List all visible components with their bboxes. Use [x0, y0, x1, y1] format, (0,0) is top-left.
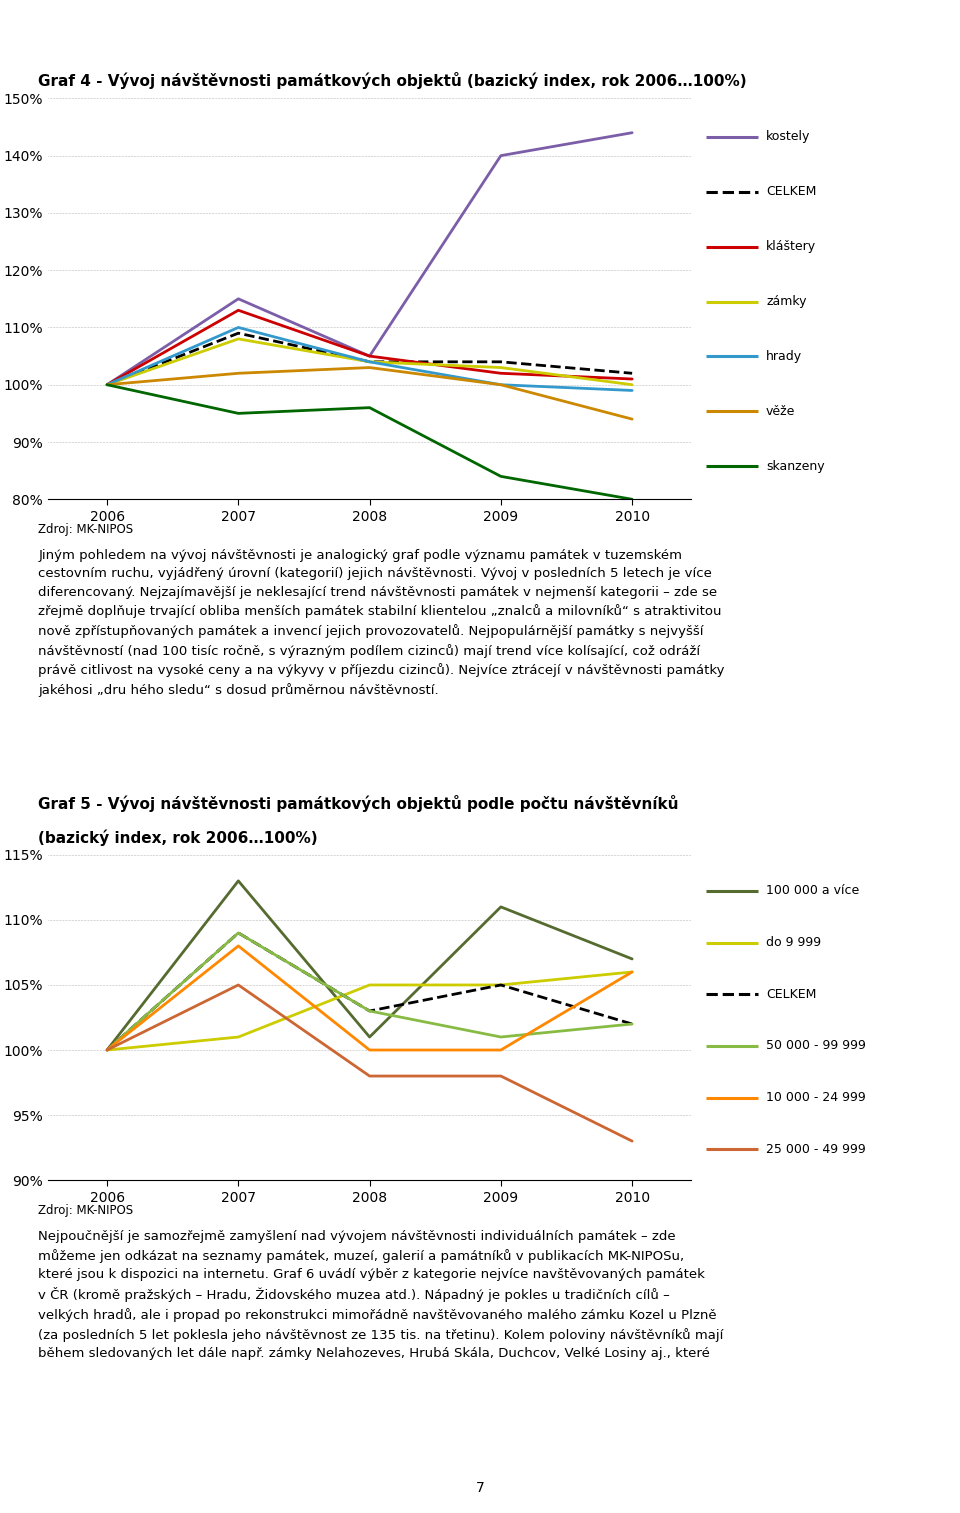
Text: CELKEM: CELKEM	[766, 185, 816, 198]
Text: 25 000 - 49 999: 25 000 - 49 999	[766, 1142, 866, 1156]
Text: věže: věže	[766, 405, 796, 418]
Text: 100 000 a více: 100 000 a více	[766, 885, 859, 897]
Text: kostely: kostely	[766, 130, 810, 144]
Text: 50 000 - 99 999: 50 000 - 99 999	[766, 1039, 866, 1053]
Text: (bazický index, rok 2006…100%): (bazický index, rok 2006…100%)	[38, 829, 318, 846]
Text: hrady: hrady	[766, 350, 803, 363]
Text: CELKEM: CELKEM	[766, 988, 816, 1000]
Text: skanzeny: skanzeny	[766, 460, 825, 474]
Text: Zdroj: MK-NIPOS: Zdroj: MK-NIPOS	[38, 1204, 133, 1218]
Text: 7: 7	[475, 1481, 485, 1495]
Text: Zdroj: MK-NIPOS: Zdroj: MK-NIPOS	[38, 523, 133, 537]
Text: 10 000 - 24 999: 10 000 - 24 999	[766, 1091, 866, 1104]
Text: Graf 5 - Vývoj návštěvnosti památkových objektů podle počtu návštěvníků: Graf 5 - Vývoj návštěvnosti památkových …	[38, 796, 679, 812]
Text: Nejpoučnější je samozřejmě zamyšlení nad vývojem návštěvnosti individuálních pam: Nejpoučnější je samozřejmě zamyšlení nad…	[38, 1230, 724, 1360]
Text: zámky: zámky	[766, 295, 806, 309]
Text: Graf 4 - Vývoj návštěvnosti památkových objektů (bazický index, rok 2006…100%): Graf 4 - Vývoj návštěvnosti památkových …	[38, 73, 747, 89]
Text: Jiným pohledem na vývoj návštěvnosti je analogický graf podle významu památek v : Jiným pohledem na vývoj návštěvnosti je …	[38, 549, 725, 697]
Text: kláštery: kláštery	[766, 241, 816, 253]
Text: do 9 999: do 9 999	[766, 937, 821, 949]
